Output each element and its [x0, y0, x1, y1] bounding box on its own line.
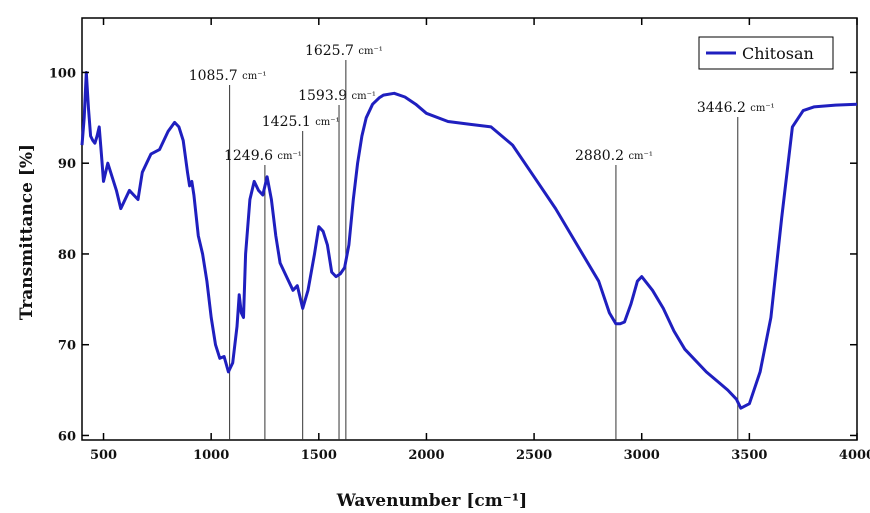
y-tick-label-100: 100: [49, 66, 76, 81]
y-tick-label-60: 60: [58, 429, 76, 444]
peak-label-1249.6: 1249.6 cm⁻¹: [224, 148, 302, 164]
plot-frame: [81, 17, 858, 441]
x-tick-label-1500: 1500: [301, 448, 337, 463]
legend-box: [698, 36, 834, 70]
y-tick-label-90: 90: [58, 157, 76, 172]
y-tick-label-80: 80: [58, 248, 76, 263]
peak-label-2880.2: 2880.2 cm⁻¹: [575, 148, 653, 164]
y-axis-title: Transmittance [%]: [17, 144, 37, 320]
peak-annotations: 1085.7 cm⁻¹ 1249.6 cm⁻¹ 1425.1 cm⁻¹ 1593.9 …: [189, 43, 775, 440]
peak-label-1085.7: 1085.7 cm⁻¹: [189, 68, 267, 84]
legend: Chitosan: [698, 36, 834, 70]
series-layer: [80, 71, 858, 410]
legend-label-chitosan: Chitosan: [742, 44, 814, 63]
x-tick-label-500: 500: [90, 448, 117, 463]
peak-label-1625.7: 1625.7 cm⁻¹: [305, 43, 383, 59]
peak-label-1425.1: 1425.1 cm⁻¹: [262, 114, 340, 130]
x-tick-label-2000: 2000: [408, 448, 444, 463]
x-tick-label-1000: 1000: [193, 448, 229, 463]
peak-label-1593.9: 1593.9 cm⁻¹: [298, 88, 376, 104]
axis-ticks: 500 1000 1500 2000 2500 3000 3500 4000 60 70 80 90 1…: [49, 18, 870, 463]
x-tick-label-2500: 2500: [516, 448, 552, 463]
series-line-chitosan: [80, 71, 858, 410]
y-tick-label-70: 70: [58, 339, 76, 354]
peak-label-3446.2: 3446.2 cm⁻¹: [697, 100, 775, 116]
x-tick-label-3500: 3500: [731, 448, 767, 463]
x-tick-label-4000: 4000: [839, 448, 870, 463]
x-tick-label-3000: 3000: [624, 448, 660, 463]
x-axis-title: Wavenumber [cm⁻¹]: [336, 491, 527, 511]
